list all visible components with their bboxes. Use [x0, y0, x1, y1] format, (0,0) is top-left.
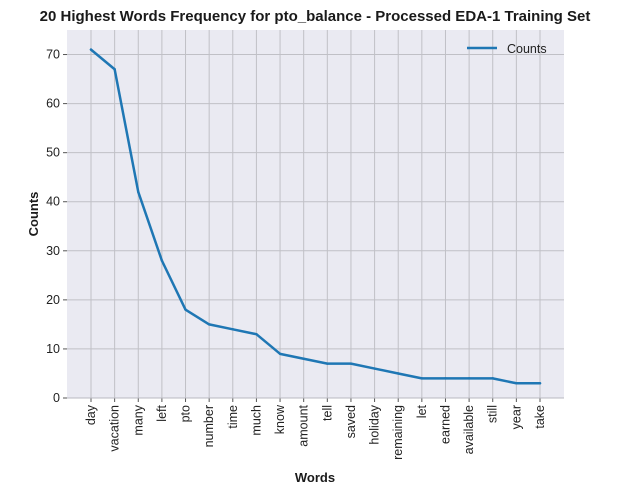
- data-point: [160, 259, 164, 262]
- x-tick-label: still: [486, 405, 500, 423]
- legend-label-counts: Counts: [507, 42, 547, 56]
- series-layer: [89, 48, 542, 385]
- legend: Counts: [467, 42, 547, 56]
- data-point: [113, 68, 116, 71]
- x-tick-label: vacation: [108, 405, 122, 452]
- x-tick-label: tell: [320, 405, 334, 421]
- y-tick-label: 40: [46, 195, 60, 209]
- data-point: [207, 323, 211, 326]
- data-point: [231, 328, 234, 331]
- y-tick-label: 0: [53, 391, 60, 405]
- x-tick-labels: day vacation many left pto number time much know…: [84, 404, 547, 460]
- x-tick-label: amount: [297, 404, 311, 446]
- y-tick-label: 70: [46, 48, 60, 62]
- data-point: [255, 333, 258, 336]
- x-tick-label: take: [533, 405, 547, 429]
- y-tick-labels: 0 10 20 30 40 50 60 70: [46, 48, 60, 405]
- data-point: [184, 308, 187, 311]
- data-point: [515, 382, 518, 385]
- x-tick-label: saved: [344, 405, 358, 438]
- x-tick-label: time: [226, 405, 240, 429]
- x-tick-label: pto: [179, 405, 193, 422]
- x-tick-label: left: [155, 404, 169, 421]
- data-point: [373, 367, 376, 370]
- y-tick-label: 30: [46, 244, 60, 258]
- x-tick-label: number: [202, 405, 216, 447]
- data-point: [89, 48, 93, 51]
- grid-lines: [67, 30, 564, 399]
- y-axis-label: Counts: [26, 192, 41, 237]
- data-point: [467, 377, 471, 380]
- y-tick-label: 20: [46, 293, 60, 307]
- data-point: [326, 362, 329, 365]
- data-point: [278, 352, 282, 356]
- data-point: [444, 377, 447, 380]
- data-point: [137, 190, 140, 194]
- data-point: [420, 377, 424, 380]
- chart-title: 20 Highest Words Frequency for pto_balan…: [40, 8, 591, 25]
- axis-ticks: [63, 54, 564, 402]
- x-tick-label: available: [462, 405, 476, 454]
- x-tick-label: let: [415, 404, 429, 418]
- data-point: [349, 362, 353, 365]
- y-tick-label: 10: [46, 342, 60, 356]
- x-tick-label: remaining: [391, 405, 405, 460]
- y-tick-label: 50: [46, 146, 60, 160]
- x-tick-label: holiday: [368, 404, 382, 444]
- x-tick-label: know: [273, 404, 287, 434]
- x-tick-label: much: [249, 405, 263, 436]
- x-axis-label: Words: [295, 470, 335, 485]
- data-point: [397, 372, 400, 375]
- x-tick-label: year: [509, 405, 523, 429]
- y-tick-label: 60: [46, 97, 60, 111]
- data-point: [302, 357, 305, 360]
- data-point: [538, 382, 542, 385]
- x-tick-label: many: [131, 404, 145, 435]
- x-tick-label: day: [84, 404, 98, 425]
- series-line-counts: [89, 48, 542, 385]
- x-tick-label: earned: [438, 405, 452, 444]
- data-point: [491, 377, 494, 380]
- plot-area: [67, 30, 564, 398]
